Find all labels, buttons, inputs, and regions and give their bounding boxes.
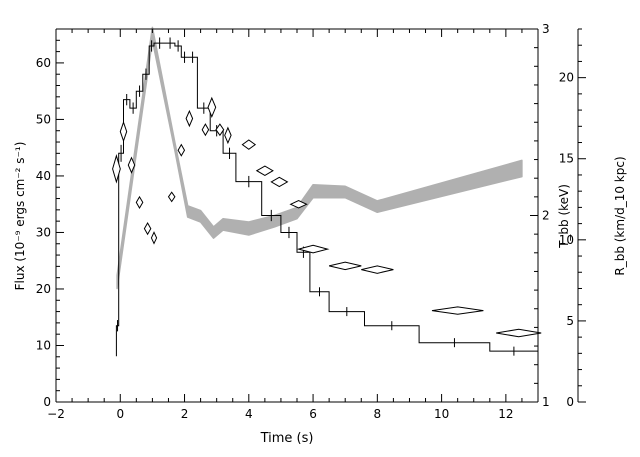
y-left-tick-label: 60 <box>36 56 51 70</box>
x-tick-label: 0 <box>116 407 124 421</box>
temperature-point <box>207 96 217 119</box>
temperature-point <box>224 126 232 145</box>
y-temp-tick-label: 2 <box>542 209 550 223</box>
temperature-point <box>167 191 176 203</box>
temperature-point <box>127 156 136 174</box>
temperature-point <box>289 200 308 209</box>
x-tick-label: 2 <box>181 407 189 421</box>
temperature-point <box>241 139 257 150</box>
temperature-point <box>496 328 542 338</box>
x-axis-label: Time (s) <box>260 431 314 446</box>
y-left-tick-label: 30 <box>36 225 51 239</box>
y-left-axis-label: Flux (10⁻⁹ ergs cm⁻² s⁻¹) <box>13 142 27 291</box>
y-left-tick-label: 50 <box>36 112 51 126</box>
y-left-tick-label: 20 <box>36 282 51 296</box>
y-temp-tick-label: 3 <box>542 22 550 36</box>
y-right-inner-axis-label: T_bb (keV) <box>557 184 571 249</box>
y-left-tick-label: 0 <box>43 395 51 409</box>
temperature-point <box>296 244 330 254</box>
y-right-outer-axis-label: R_bb (km/d_10 kpc) <box>613 156 627 275</box>
y-left-tick-label: 10 <box>36 338 51 352</box>
y-radius-tick-label: 20 <box>559 71 574 85</box>
y-temp-tick-label: 1 <box>542 395 550 409</box>
temperature-point <box>150 231 158 245</box>
temperature-point <box>361 265 394 274</box>
temperature-point <box>328 261 362 271</box>
x-tick-label: 6 <box>309 407 317 421</box>
temperature-point <box>112 154 121 184</box>
radius-band-layer <box>116 26 523 290</box>
temperature-point <box>185 109 194 128</box>
temperature-point <box>143 221 152 236</box>
y-radius-tick-label: 15 <box>559 152 574 166</box>
temperature-points-layer <box>112 96 542 338</box>
flux-step-layer <box>115 37 538 357</box>
temperature-point <box>215 123 225 137</box>
temperature-point <box>201 123 210 137</box>
y-radius-tick-label: 5 <box>566 314 574 328</box>
y-left-tick-label: 40 <box>36 169 51 183</box>
temperature-point <box>135 195 144 209</box>
y-radius-tick-label: 0 <box>566 395 574 409</box>
flux-step-line <box>115 42 538 357</box>
radius-band <box>116 26 523 290</box>
temperature-point <box>270 176 289 188</box>
temperature-point <box>119 120 128 143</box>
x-tick-label: 12 <box>498 407 513 421</box>
temperature-point <box>431 306 484 315</box>
x-tick-label: 10 <box>434 407 449 421</box>
x-tick-label: −2 <box>47 407 65 421</box>
y-radius-tick-label: 10 <box>559 233 574 247</box>
x-tick-label: 4 <box>245 407 253 421</box>
x-tick-label: 8 <box>374 407 382 421</box>
temperature-point <box>255 165 274 176</box>
temperature-point <box>177 143 186 157</box>
